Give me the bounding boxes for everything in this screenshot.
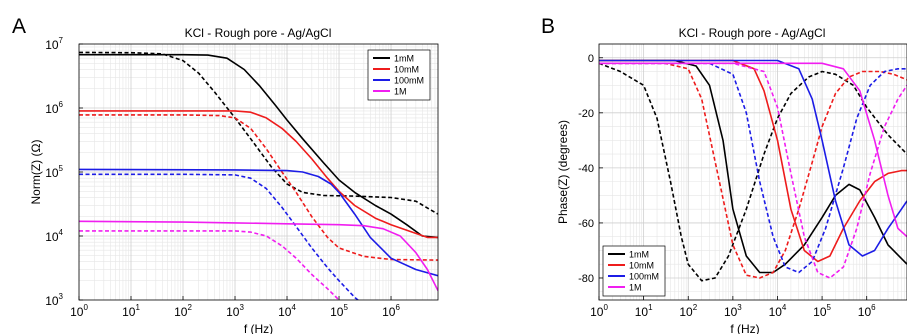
y-tick-label: 105 bbox=[45, 164, 63, 180]
y-tick-label: -40 bbox=[578, 163, 594, 175]
series-line-10mm-solid bbox=[79, 110, 438, 239]
x-tick-label: 103 bbox=[724, 303, 742, 319]
x-axis-label: f (Hz) bbox=[730, 322, 759, 334]
series-line-1mm-dashed bbox=[599, 62, 907, 282]
x-tick-label: 102 bbox=[679, 303, 697, 319]
series-line-1m-solid bbox=[79, 220, 438, 291]
legend-entry-label: 1mM bbox=[629, 250, 649, 260]
x-axis-label: f (Hz) bbox=[244, 322, 273, 334]
legend-entry-label: 100mM bbox=[394, 76, 424, 86]
series-line-1m-solid bbox=[599, 62, 907, 238]
y-tick-label: 107 bbox=[45, 36, 63, 52]
series-group bbox=[79, 51, 438, 300]
series-line-100mm-dashed bbox=[599, 62, 907, 274]
legend-entry-label: 10mM bbox=[394, 65, 419, 75]
x-tick-label: 102 bbox=[174, 303, 192, 319]
chart-title: KCl - Rough pore - Ag/AgCl bbox=[679, 26, 826, 40]
y-tick-label: 104 bbox=[45, 228, 63, 244]
chart-panel-a: 100 101 102 103 104 105 106 103 104 105 106 107 KCl … bbox=[12, 15, 439, 334]
series-line-1mm-solid bbox=[79, 53, 438, 239]
y-tick-label: 0 bbox=[588, 53, 594, 65]
x-tick-label: 101 bbox=[635, 303, 653, 319]
x-tick-label: 100 bbox=[590, 303, 608, 319]
y-tick-label: -80 bbox=[578, 273, 594, 285]
x-tick-label: 106 bbox=[382, 303, 400, 319]
x-tick-label: 105 bbox=[813, 303, 831, 319]
y-axis-label: Phase(Z) (degrees) bbox=[556, 120, 570, 224]
series-line-1mm-solid bbox=[599, 59, 907, 274]
y-tick-label: 106 bbox=[45, 100, 63, 116]
series-line-100mm-solid bbox=[599, 59, 907, 257]
chart-title: KCl - Rough pore - Ag/AgCl bbox=[185, 26, 332, 40]
grid bbox=[599, 44, 907, 300]
series-group bbox=[599, 59, 907, 282]
x-tick-label: 101 bbox=[122, 303, 140, 319]
x-tick-label: 104 bbox=[278, 303, 296, 319]
y-tick-label: -60 bbox=[578, 218, 594, 230]
series-line-10mm-dashed bbox=[79, 114, 438, 261]
x-tick-label: 106 bbox=[858, 303, 876, 319]
series-line-1m-dashed bbox=[79, 230, 341, 300]
series-line-10mm-dashed bbox=[599, 62, 907, 279]
x-tick-label: 104 bbox=[769, 303, 787, 319]
x-tick-label: 105 bbox=[330, 303, 348, 319]
legend-entry-label: 1mM bbox=[394, 54, 414, 64]
series-line-1mm-dashed bbox=[79, 51, 438, 215]
legend-entry-label: 1M bbox=[394, 87, 407, 97]
panel-label: B bbox=[541, 15, 555, 38]
y-tick-label: 103 bbox=[45, 292, 63, 308]
chart-panel-b: 100 101 102 103 104 105 106 0 -20 -40 -60 -80 KCl - … bbox=[541, 15, 907, 334]
legend-entry-label: 1M bbox=[629, 283, 642, 293]
series-line-1m-dashed bbox=[599, 62, 907, 279]
axes-frame bbox=[598, 43, 907, 301]
y-tick-label: -20 bbox=[578, 108, 594, 120]
x-tick-label: 100 bbox=[70, 303, 88, 319]
y-axis-label: Norm(Z) (Ω) bbox=[29, 140, 43, 205]
series-line-100mm-solid bbox=[79, 168, 438, 277]
legend-entry-label: 10mM bbox=[629, 261, 654, 271]
legend-entry-label: 100mM bbox=[629, 272, 659, 282]
series-line-100mm-dashed bbox=[79, 173, 360, 300]
panel-label: A bbox=[12, 15, 26, 38]
x-tick-label: 103 bbox=[226, 303, 244, 319]
